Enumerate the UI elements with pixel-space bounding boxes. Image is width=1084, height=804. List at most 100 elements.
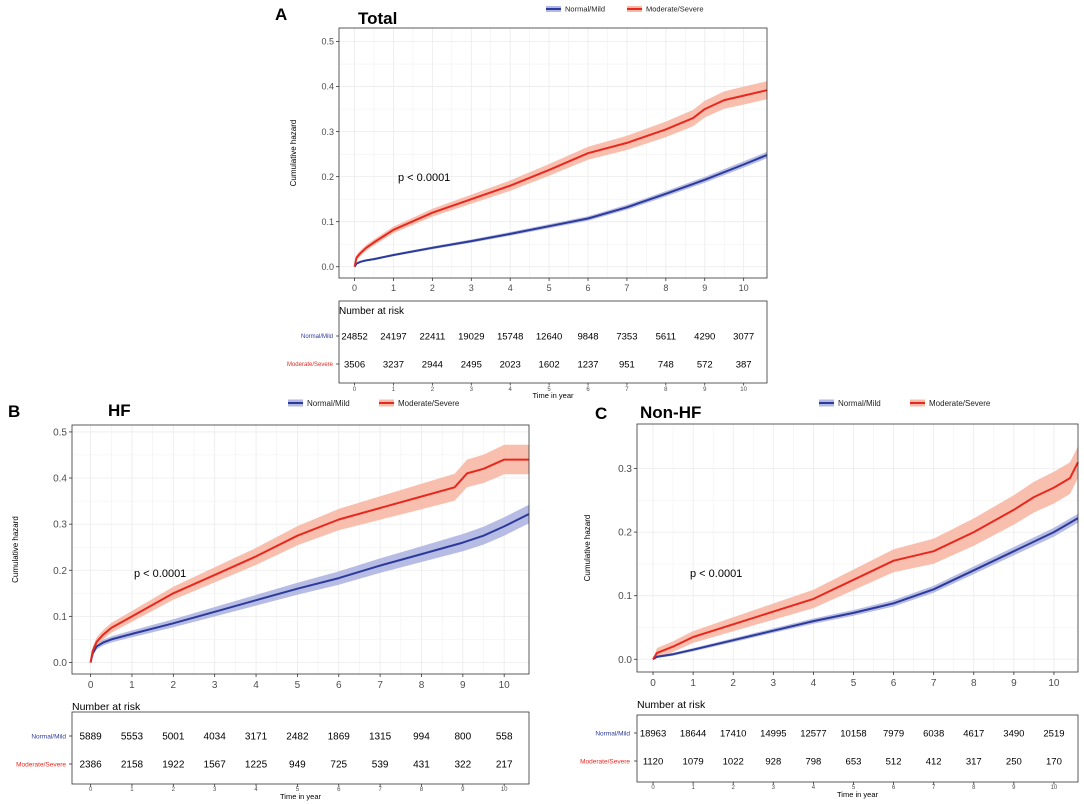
risk-count: 2519 — [1043, 728, 1064, 739]
risk-x-tick-label: 6 — [586, 387, 590, 393]
risk-table-frame — [71, 711, 530, 785]
x-tick-label: 4 — [253, 680, 259, 691]
risk-row-label: Normal/Mild — [301, 334, 333, 340]
legend-label: Normal/Mild — [307, 399, 350, 408]
panel-a: A Total Normal/Mild Moderate/Severe 0.0 0.1 0.… — [275, 5, 768, 400]
x-tick-label: 3 — [212, 680, 218, 691]
plot-frame — [71, 424, 530, 675]
x-tick-label: 3 — [469, 283, 474, 293]
series-line-normal-mild — [353, 154, 768, 268]
risk-count: 19029 — [458, 331, 484, 342]
x-tick-label: 3 — [771, 678, 777, 689]
risk-count: 1120 — [643, 756, 663, 767]
risk-count: 431 — [413, 760, 430, 771]
risk-x-tick-label: 7 — [932, 785, 936, 791]
x-tick-label: 5 — [851, 678, 857, 689]
y-tick-label: 0.4 — [53, 474, 67, 485]
legend: Normal/Mild Moderate/Severe — [546, 5, 704, 14]
panel-letter: A — [275, 5, 287, 24]
risk-count: 4034 — [204, 732, 227, 743]
risk-count: 1922 — [162, 760, 185, 771]
x-tick-label: 5 — [547, 283, 552, 293]
series-line-normal-mild — [652, 517, 1079, 661]
risk-count: 994 — [413, 732, 430, 743]
risk-count: 24852 — [341, 331, 367, 342]
risk-count: 22411 — [420, 331, 446, 342]
risk-x-tick-label: 4 — [812, 785, 816, 791]
risk-count: 387 — [736, 359, 752, 370]
risk-count: 5889 — [79, 732, 102, 743]
risk-table-title: Number at risk — [339, 306, 405, 317]
legend: Normal/Mild Moderate/Severe — [819, 399, 991, 408]
risk-count: 14995 — [760, 728, 786, 739]
y-tick-label: 0.0 — [618, 655, 632, 666]
risk-count: 572 — [697, 359, 713, 370]
risk-count: 5001 — [162, 732, 185, 743]
risk-count: 170 — [1046, 756, 1062, 767]
risk-count: 10158 — [840, 728, 866, 739]
risk-x-tick-label: 4 — [509, 387, 513, 393]
x-tick-label: 0 — [88, 680, 94, 691]
x-tick-label: 7 — [931, 678, 937, 689]
risk-count: 12577 — [800, 728, 826, 739]
risk-count: 1225 — [245, 760, 268, 771]
risk-count: 2482 — [286, 732, 309, 743]
risk-x-tick-label: 1 — [691, 785, 695, 791]
risk-count: 558 — [496, 732, 513, 743]
risk-row-label: Normal/Mild — [31, 733, 66, 740]
pvalue-annotation: p < 0.0001 — [134, 568, 186, 580]
risk-x-tick-label: 8 — [664, 387, 668, 393]
x-tick-label: 10 — [499, 680, 511, 691]
y-axis-label: Cumulative hazard — [289, 120, 298, 187]
risk-row-label: Moderate/Severe — [580, 758, 630, 765]
risk-count: 1022 — [723, 756, 744, 767]
risk-count: 1079 — [683, 756, 704, 767]
risk-count: 412 — [926, 756, 942, 767]
x-tick-label: 7 — [377, 680, 383, 691]
risk-x-tick-label: 3 — [470, 387, 474, 393]
risk-x-tick-label: 4 — [254, 787, 258, 793]
y-tick-label: 0.1 — [321, 217, 334, 227]
plot-area — [636, 423, 1079, 673]
ci-band-moderate-severe — [354, 81, 767, 267]
risk-count: 512 — [886, 756, 902, 767]
risk-x-tick-label: 2 — [172, 787, 176, 793]
risk-count: 1315 — [369, 732, 392, 743]
risk-x-tick-label: 3 — [213, 787, 217, 793]
y-tick-label: 0.3 — [618, 464, 632, 475]
risk-row-label: Moderate/Severe — [16, 761, 66, 768]
y-tick-label: 0.5 — [53, 427, 67, 438]
risk-x-tick-label: 10 — [740, 387, 747, 393]
x-tick-label: 4 — [508, 283, 513, 293]
panel-title: Non-HF — [640, 403, 701, 422]
x-tick-label: 2 — [730, 678, 736, 689]
risk-x-tick-label: 0 — [353, 387, 357, 393]
legend-label: Moderate/Severe — [646, 5, 704, 14]
risk-count: 317 — [966, 756, 982, 767]
y-tick-label: 0.3 — [321, 127, 334, 137]
legend-label: Moderate/Severe — [929, 399, 991, 408]
risk-table-title: Number at risk — [72, 701, 141, 713]
ci-band-moderate-severe — [90, 444, 529, 663]
x-tick-label: 0 — [650, 678, 656, 689]
x-tick-label: 0 — [352, 283, 357, 293]
risk-table-title: Number at risk — [637, 699, 706, 711]
risk-count: 725 — [330, 760, 347, 771]
risk-x-tick-label: 1 — [392, 387, 396, 393]
y-tick-label: 0.0 — [321, 262, 334, 272]
x-tick-label: 10 — [1048, 678, 1060, 689]
x-axis-label: Time in year — [533, 391, 574, 400]
x-tick-label: 5 — [295, 680, 301, 691]
series-line-moderate-severe — [89, 458, 529, 663]
risk-count: 928 — [765, 756, 781, 767]
panel-c: C Non-HF Normal/Mild Moderate/Severe 0.0 0.1 0… — [580, 399, 1079, 799]
risk-count: 12640 — [536, 331, 562, 342]
x-tick-label: 7 — [624, 283, 629, 293]
risk-count: 7353 — [616, 331, 637, 342]
risk-x-tick-label: 5 — [547, 387, 551, 393]
plot-area — [338, 27, 768, 279]
